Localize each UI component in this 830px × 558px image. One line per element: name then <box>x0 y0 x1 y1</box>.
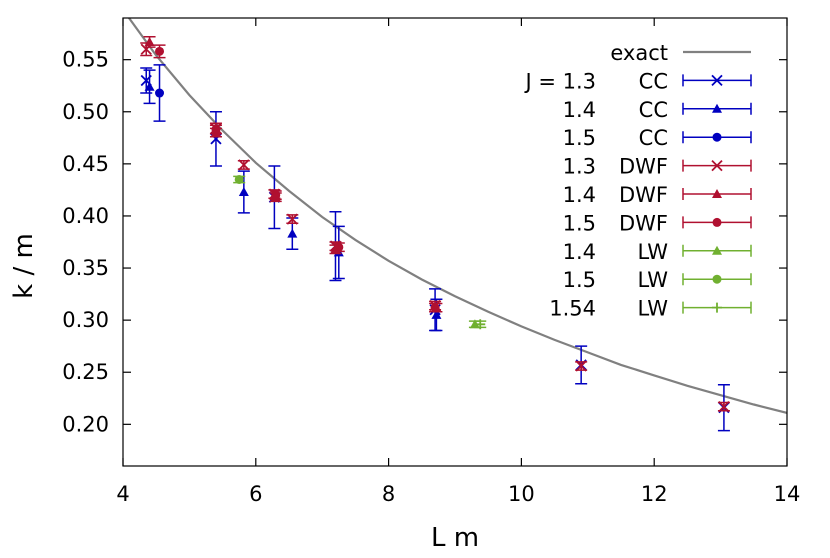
x-tick-label: 10 <box>508 482 535 506</box>
legend-label-prefix: 1.5 <box>563 211 596 235</box>
legend-label-suffix: CC <box>639 126 668 150</box>
data-point <box>155 88 165 98</box>
data-point <box>469 319 480 329</box>
legend-marker <box>711 159 723 172</box>
x-tick-label: 14 <box>774 482 801 506</box>
y-tick-label: 0.25 <box>62 360 109 384</box>
data-point <box>287 228 298 238</box>
x-axis-label: L m <box>431 523 479 553</box>
series-lw-1_5 <box>233 174 246 184</box>
legend-label-suffix: LW <box>637 297 668 321</box>
y-tick-label: 0.20 <box>62 412 109 436</box>
legend-marker <box>712 189 722 198</box>
legend-label-prefix: 1.3 <box>563 155 596 179</box>
data-point <box>238 186 249 196</box>
plot-frame <box>122 17 788 467</box>
data-point <box>211 124 221 134</box>
legend-marker <box>712 302 722 313</box>
legend-marker <box>712 132 722 142</box>
data-point <box>271 190 281 200</box>
legend-marker <box>712 245 722 255</box>
data-point <box>718 400 730 413</box>
series-dwf-1_5 <box>153 44 442 313</box>
legend-label-exact: exact <box>610 41 668 65</box>
legend-label-prefix: J = 1.3 <box>523 69 596 93</box>
legend-marker <box>711 74 723 87</box>
legend-label-suffix: LW <box>637 268 668 292</box>
y-tick-label: 0.40 <box>62 204 109 228</box>
legend-label-prefix: 1.5 <box>563 268 596 292</box>
data-point <box>334 242 344 252</box>
x-tick-label: 8 <box>382 482 395 506</box>
legend-label-prefix: 1.4 <box>563 240 596 264</box>
legend-label-prefix: 1.5 <box>563 126 596 150</box>
legend-label-prefix: 1.54 <box>549 297 596 321</box>
legend: exact J = 1.3 CC 1.4 CC 1.5 CC 1.3 DWF 1.4 DWF 1.5 D… <box>523 41 752 321</box>
data-point <box>475 319 486 330</box>
legend-label-prefix: 1.4 <box>563 98 596 122</box>
y-tick-label: 0.55 <box>62 48 109 72</box>
series-lw-1_54 <box>474 319 487 330</box>
data-point <box>286 213 298 225</box>
x-tick-label: 6 <box>249 482 262 506</box>
legend-label-suffix: LW <box>637 240 668 264</box>
legend-label-suffix: CC <box>639 98 668 122</box>
data-point <box>234 174 244 184</box>
data-point <box>575 360 587 372</box>
y-tick-label: 0.45 <box>62 152 109 176</box>
y-axis-label: k / m <box>9 233 39 299</box>
series-cc-1_4 <box>143 69 443 332</box>
series-dwf-1_4 <box>143 36 443 313</box>
x-tick-label: 4 <box>116 482 129 506</box>
data-point <box>155 46 165 56</box>
legend-label-suffix: DWF <box>619 183 668 207</box>
legend-label-prefix: 1.4 <box>563 183 596 207</box>
data-point <box>431 309 442 319</box>
x-tick-label: 12 <box>641 482 668 506</box>
series-cc-1_5 <box>153 64 166 122</box>
y-tick-label: 0.35 <box>62 256 109 280</box>
legend-marker <box>712 274 722 284</box>
data-point <box>144 81 155 91</box>
legend-marker <box>712 103 722 113</box>
data-point <box>430 303 440 313</box>
data-point <box>144 36 155 46</box>
legend-label-suffix: CC <box>639 69 668 93</box>
y-tick-label: 0.50 <box>62 100 109 124</box>
legend-label-suffix: DWF <box>619 155 668 179</box>
y-tick-label: 0.30 <box>62 308 109 332</box>
legend-label-suffix: DWF <box>619 211 668 235</box>
legend-marker <box>712 217 722 227</box>
data-point <box>238 159 250 171</box>
exact-curve <box>127 18 787 414</box>
